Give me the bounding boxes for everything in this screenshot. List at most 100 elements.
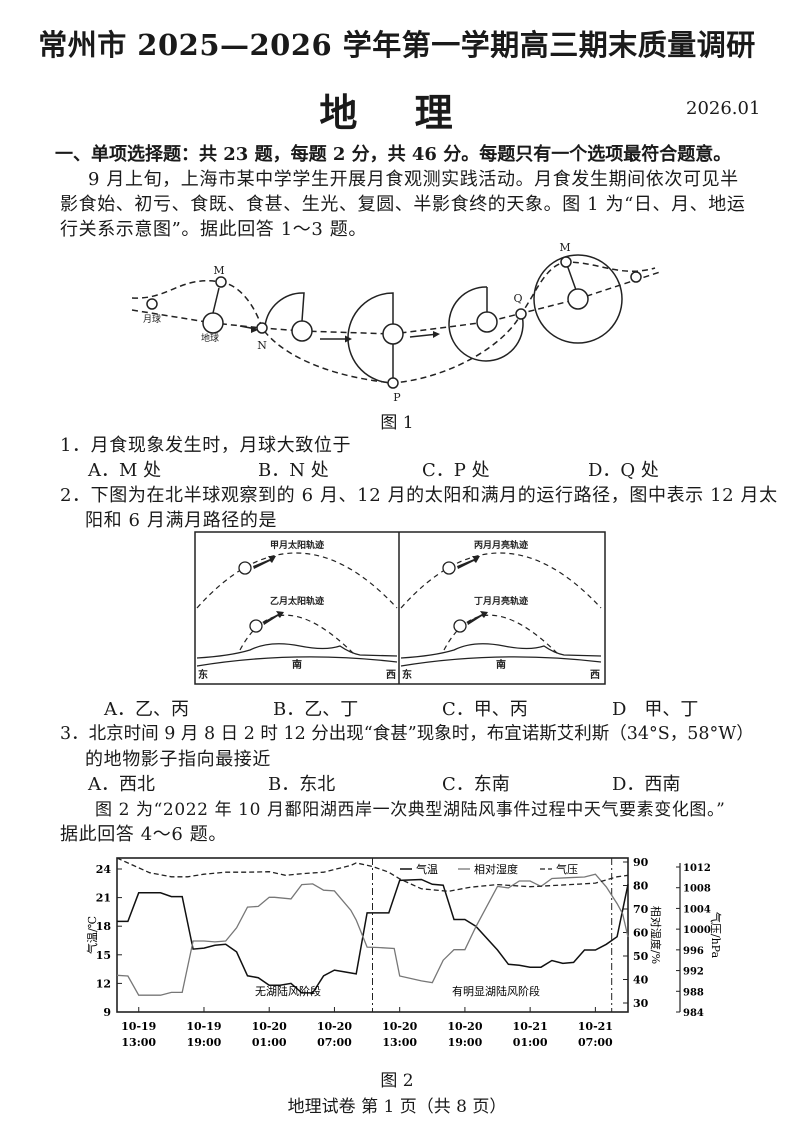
humidity-tick-label: 30 [633,997,649,1010]
x-tick-date: 10-20 [447,1020,483,1033]
earth-shadow-sector-3 [448,286,524,362]
x-tick-time: 01:00 [513,1036,548,1049]
x-tick-date: 10-19 [121,1020,156,1033]
question-3-option-b: B．东北 [268,774,336,795]
label-west: 西 [590,669,600,681]
intro-line: 9 月上旬，上海市某中学学生开展月食观测实践活动。月食发生期间依次可见半 [88,169,739,190]
humidity-tick-label: 50 [633,950,649,963]
label-m: M [213,264,224,277]
temperature-tick-label: 9 [103,1006,111,1019]
pressure-tick-label: 988 [683,987,704,998]
exam-date: 2026.01 [686,98,761,119]
question-3-option-d: D．西南 [612,774,681,795]
x-tick-time: 01:00 [252,1036,287,1049]
earth-shadow-sector-1 [264,292,305,327]
temperature-tick-label: 21 [96,892,111,905]
label-jia-sun-path: 甲月太阳轨迹 [270,539,324,551]
question-3-stem: 3．北京时间 9 月 8 日 2 时 12 分出现“食甚”现象时，布宜诺斯艾利斯… [60,724,754,744]
phase-label: 有明显湖陆风阶段 [452,984,540,998]
question-1-option-b: B．N 处 [258,460,329,481]
temperature-tick-label: 18 [96,920,112,933]
pressure-tick-label: 1008 [683,884,711,895]
humidity-tick-label: 70 [633,903,649,916]
x-tick-date: 10-20 [252,1020,288,1033]
question-2-option-d: D 甲、丁 [612,699,699,720]
label-south: 南 [496,658,506,671]
legend-label: 气压 [556,862,578,876]
intro-line: 行关系示意图”。据此回答 1～3 题。 [60,219,367,240]
x-tick-date: 10-21 [578,1020,613,1033]
temperature-tick-label: 24 [96,863,112,876]
arrow-icon [433,331,440,338]
question-3-stem: 的地物影子指向最接近 [85,749,271,770]
question-1-stem: 1．月食现象发生时，月球大致位于 [60,435,352,456]
pressure-tick-label: 1004 [683,904,711,915]
question-2-option-a: A．乙、丙 [104,699,189,720]
moon-circle [387,377,399,389]
legend-label: 相对湿度 [474,862,518,876]
phase-label: 无湖陆风阶段 [255,984,321,998]
humidity-tick-label: 60 [633,927,649,940]
question-3-option-c: C．东南 [442,774,510,795]
pressure-tick-label: 992 [683,967,704,978]
panel-moon-paths [400,552,602,667]
x-tick-time: 19:00 [448,1036,483,1049]
intro2-line: 图 2 为“2022 年 10 月鄱阳湖西岸一次典型湖陆风事件过程中天气要素变化… [95,800,726,820]
series-line-humidity [116,873,629,996]
label-bing-moon-path: 丙月月亮轨迹 [474,539,528,551]
label-m: M [559,241,570,254]
moon-circle [256,322,268,334]
intro2-line: 据此回答 4～6 题。 [60,824,227,845]
earth-circle [476,311,498,333]
earth-circle [291,320,313,342]
arrow-icon [345,335,352,343]
question-2-option-b: B．乙、丁 [273,699,359,720]
humidity-tick-label: 40 [633,974,649,987]
figure2-caption: 图 2 [380,1071,414,1091]
section-heading: 一、单项选择题：共 23 题，每题 2 分，共 46 分。每题只有一个选项最符合… [55,144,732,165]
pressure-tick-label: 996 [683,946,704,957]
moon-circle [146,298,158,310]
x-tick-time: 19:00 [187,1036,222,1049]
direction-arrow-icon [263,611,284,625]
moon-circle [215,276,227,288]
x-tick-date: 10-20 [382,1020,418,1033]
question-3-option-a: A．西北 [88,774,155,795]
page-footer: 地理试卷 第 1 页（共 8 页） [287,1097,507,1117]
legend-label: 气温 [416,862,438,876]
label-east: 东 [198,668,208,681]
question-2-stem: 阳和 6 月满月路径的是 [85,510,278,531]
pressure-tick-label: 1012 [683,863,711,874]
arrow-icon [251,326,258,333]
direction-arrow-icon [253,556,276,569]
pressure-tick-label: 1000 [683,925,711,936]
panel-sun-paths [196,552,398,667]
x-tick-time: 07:00 [578,1036,613,1049]
figure-sun-moon-paths: 甲月太阳轨迹 乙月太阳轨迹 丙月月亮轨迹 丁月月亮轨迹 东 南 西 东 南 西 [194,531,606,685]
pressure-tick-label: 984 [683,1008,704,1019]
earth-orbit-circle [533,254,623,344]
question-1-option-d: D．Q 处 [588,460,659,481]
direction-arrow-icon [457,556,480,569]
series-line-temperature [117,878,629,994]
label-q: Q [513,292,522,305]
earth-label: 地球 [201,332,219,344]
question-1-option-c: C．P 处 [422,460,490,481]
figure1-sun-moon-earth-diagram: 月球 地球 M N P Q M [131,241,661,404]
humidity-tick-label: 80 [633,880,649,893]
moon-circle [515,308,527,320]
moon-circle [560,256,572,268]
x-tick-date: 10-20 [317,1020,353,1033]
pressure-axis-label: 气压/hPa [709,912,723,959]
question-1-option-a: A．M 处 [88,460,162,481]
label-yi-sun-path: 乙月太阳轨迹 [270,595,324,607]
x-tick-date: 10-19 [186,1020,221,1033]
x-tick-time: 13:00 [121,1036,156,1049]
temperature-tick-label: 15 [96,949,111,962]
figure1-caption: 图 1 [380,413,414,433]
sun-icon [249,619,263,633]
label-south: 南 [292,658,302,671]
temperature-axis-label: 气温/℃ [85,916,99,954]
intro-line: 影食始、初亏、食既、食甚、生光、复圆、半影食终的天象。图 1 为“日、月、地运 [60,194,746,215]
